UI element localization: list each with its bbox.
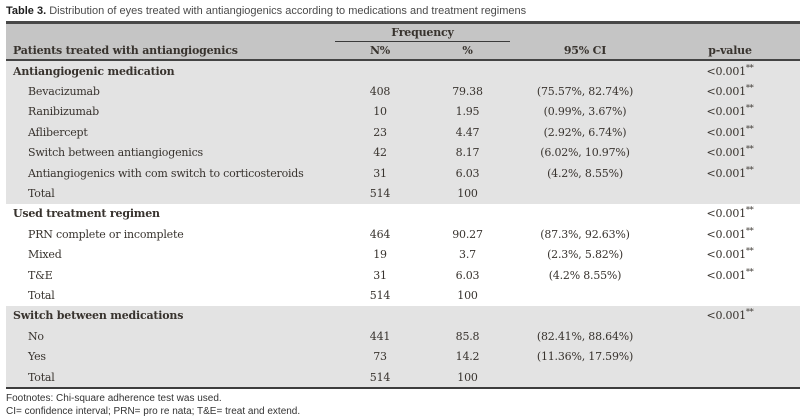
n-cell: 31 [373, 166, 387, 180]
row-label: Yes [28, 350, 46, 364]
table-row: Antiangiogenic medication <0.001** [6, 61, 800, 82]
n-cell: 408 [369, 85, 391, 99]
table-row: Aflibercept 23 4.47 (2.92%, 6.74%) <0.00… [6, 122, 800, 143]
ci-cell: (82.41%, 88.64%) [536, 329, 634, 343]
p-value-cell: <0.001** [706, 164, 754, 180]
table-row: Mixed 19 3.7 (2.3%, 5.82%) <0.001** [6, 244, 800, 265]
ci-cell: (4.2% 8.55%) [548, 268, 622, 282]
table: Frequency Patients treated with antiangi… [6, 21, 800, 390]
row-label: Total [28, 288, 55, 302]
table-body: Antiangiogenic medication <0.001** Bevac… [6, 61, 800, 388]
table-title: Table 3. Distribution of eyes treated wi… [6, 4, 800, 21]
row-label: No [28, 329, 44, 343]
p-value-cell: <0.001** [706, 266, 754, 282]
n-cell: 73 [373, 350, 387, 364]
ci-cell: (4.2%, 8.55%) [547, 166, 623, 180]
p-value-cell: <0.001** [706, 226, 754, 241]
table-row: Yes 73 14.2 (11.36%, 17.59%) [6, 346, 800, 367]
p-value-cell: <0.001** [706, 144, 754, 160]
table-row: T&E 31 6.03 (4.2% 8.55%) <0.001** [6, 264, 800, 286]
p-value-cell: <0.001** [706, 246, 754, 262]
n-cell: 464 [369, 227, 391, 241]
row-label: Antiangiogenic medication [13, 64, 175, 78]
column-header-row: Patients treated with antiangiogenics N%… [6, 42, 800, 59]
p-value-cell: <0.001** [706, 124, 754, 139]
ci-cell: (87.3%, 92.63%) [540, 227, 630, 241]
p-value-cell: <0.001** [706, 63, 754, 78]
column-header-pct: % [462, 44, 473, 57]
column-header-frequency: Frequency [335, 24, 510, 42]
column-header-ci: 95% CI [563, 44, 607, 57]
row-label: Used treatment regimen [13, 207, 160, 221]
table-caption: Distribution of eyes treated with antian… [49, 5, 527, 17]
n-cell: 10 [373, 105, 387, 119]
footnotes: Footnotes: Chi-square adherence test was… [6, 392, 800, 418]
footnote-line-2: CI= confidence interval; PRN= pro re nat… [6, 406, 301, 418]
n-cell: 19 [373, 248, 387, 262]
footnote-line-1: Footnotes: Chi-square adherence test was… [6, 393, 222, 405]
pct-cell: 79.38 [452, 85, 483, 99]
row-label: Aflibercept [28, 125, 88, 139]
row-label: Total [28, 370, 55, 384]
p-value-cell: <0.001** [706, 307, 754, 323]
row-label: T&E [28, 268, 53, 282]
table-row: Total 514 100 [6, 285, 800, 306]
n-cell: 31 [373, 268, 387, 282]
row-label: Ranibizumab [28, 105, 99, 119]
n-cell: 514 [369, 288, 391, 302]
row-label: Switch between antiangiogenics [28, 146, 203, 160]
table-row: Bevacizumab 408 79.38 (75.57%, 82.74%) <… [6, 81, 800, 102]
column-header-pvalue: p-value [708, 44, 752, 57]
row-label: Switch between medications [13, 309, 184, 323]
ci-cell: (0.99%, 3.67%) [543, 105, 627, 119]
table-row: Antiangiogenics with com switch to corti… [6, 162, 800, 184]
ci-cell: (6.02%, 10.97%) [540, 146, 630, 160]
row-label: Total [28, 187, 55, 201]
pct-cell: 14.2 [455, 350, 480, 364]
pct-cell: 90.27 [452, 227, 483, 241]
n-cell: 42 [373, 146, 387, 160]
table-header: Frequency Patients treated with antiangi… [6, 24, 800, 61]
table-row: Total 514 100 [6, 366, 800, 388]
pct-cell: 6.03 [455, 268, 480, 282]
table-row: PRN complete or incomplete 464 90.27 (87… [6, 224, 800, 245]
table-number: Table 3. [6, 5, 47, 17]
n-cell: 441 [369, 329, 391, 343]
row-label: Antiangiogenics with com switch to corti… [28, 166, 304, 180]
ci-cell: (2.3%, 5.82%) [547, 248, 623, 262]
pct-cell: 8.17 [455, 146, 480, 160]
pct-cell: 1.95 [455, 105, 480, 119]
frequency-group-row: Frequency [6, 24, 800, 42]
header-spacer [510, 24, 800, 42]
ci-cell: (75.57%, 82.74%) [536, 85, 634, 99]
pct-cell: 85.8 [455, 329, 480, 343]
pct-cell: 100 [457, 187, 478, 201]
table-row: Ranibizumab 10 1.95 (0.99%, 3.67%) <0.00… [6, 101, 800, 123]
table-row: Used treatment regimen <0.001** [6, 203, 800, 225]
row-label: PRN complete or incomplete [28, 227, 184, 241]
pct-cell: 100 [457, 288, 478, 302]
pct-cell: 6.03 [455, 166, 480, 180]
column-header-patients: Patients treated with antiangiogenics [13, 44, 238, 57]
pct-cell: 3.7 [459, 248, 476, 262]
ci-cell: (11.36%, 17.59%) [536, 350, 634, 364]
p-value-cell: <0.001** [706, 83, 754, 99]
table-row: Switch between medications <0.001** [6, 305, 800, 327]
n-cell: 23 [373, 125, 387, 139]
n-cell: 514 [369, 187, 391, 201]
row-label: Mixed [28, 248, 62, 262]
ci-cell: (2.92%, 6.74%) [543, 125, 627, 139]
header-spacer [6, 24, 335, 42]
p-value-cell: <0.001** [706, 205, 754, 221]
pct-cell: 4.47 [455, 125, 480, 139]
row-label: Bevacizumab [28, 85, 100, 99]
pct-cell: 100 [457, 370, 478, 384]
n-cell: 514 [369, 370, 391, 384]
table-row: Total 514 100 [6, 183, 800, 204]
table-row: Switch between antiangiogenics 42 8.17 (… [6, 142, 800, 163]
p-value-cell: <0.001** [706, 103, 754, 119]
table-row: No 441 85.8 (82.41%, 88.64%) [6, 326, 800, 347]
column-header-n: N% [369, 44, 391, 57]
